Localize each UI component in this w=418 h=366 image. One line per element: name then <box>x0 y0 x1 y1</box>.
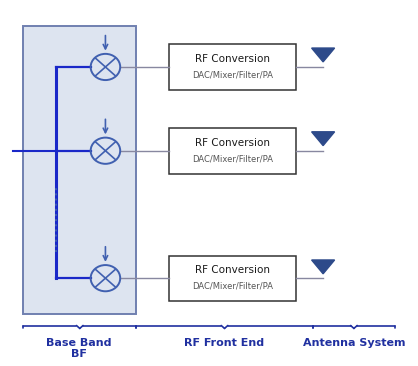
Text: RF Front End: RF Front End <box>184 337 265 348</box>
FancyBboxPatch shape <box>169 255 296 301</box>
Text: DAC/Mixer/Filter/PA: DAC/Mixer/Filter/PA <box>192 154 273 163</box>
Polygon shape <box>311 132 334 146</box>
FancyBboxPatch shape <box>169 44 296 90</box>
Polygon shape <box>311 260 334 274</box>
Text: DAC/Mixer/Filter/PA: DAC/Mixer/Filter/PA <box>192 71 273 80</box>
Text: RF Conversion: RF Conversion <box>195 265 270 275</box>
Polygon shape <box>311 48 334 62</box>
Text: DAC/Mixer/Filter/PA: DAC/Mixer/Filter/PA <box>192 282 273 291</box>
Text: Base Band
BF: Base Band BF <box>46 337 112 359</box>
Text: Antenna System: Antenna System <box>303 337 405 348</box>
FancyBboxPatch shape <box>23 26 136 314</box>
FancyBboxPatch shape <box>169 128 296 173</box>
Text: RF Conversion: RF Conversion <box>195 54 270 64</box>
Text: RF Conversion: RF Conversion <box>195 138 270 148</box>
